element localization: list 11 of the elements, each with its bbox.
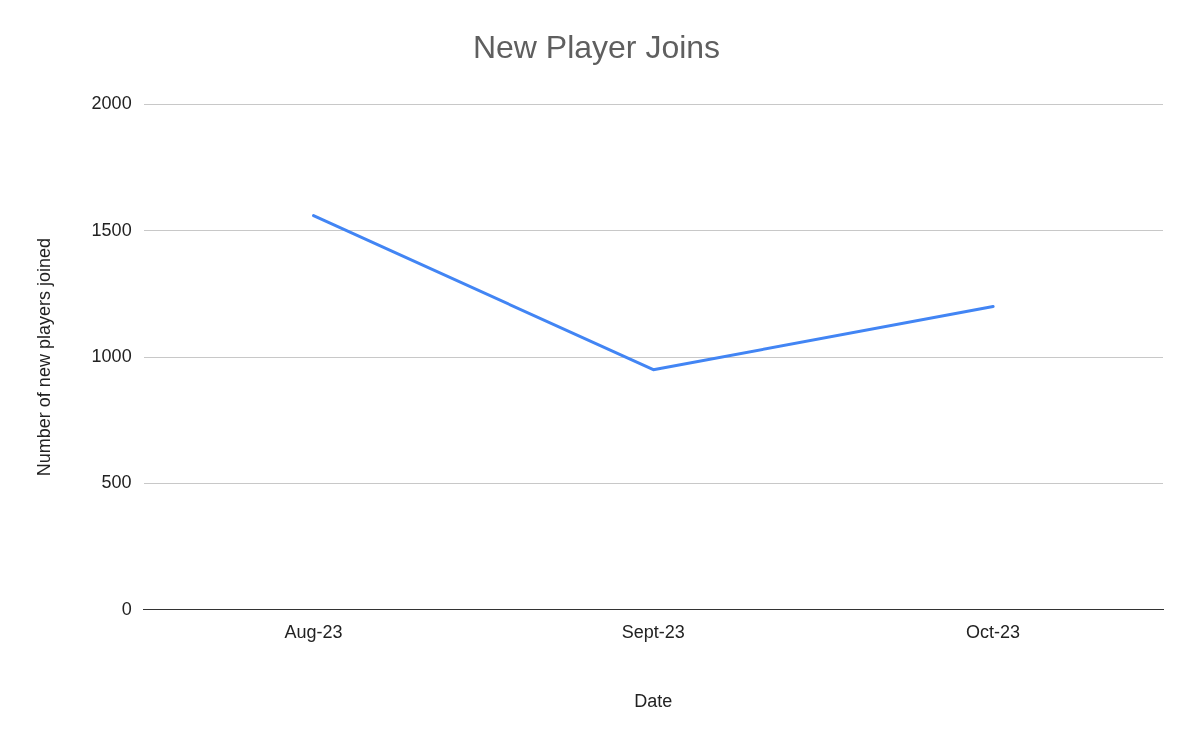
x-tick-label: Aug-23 — [284, 621, 343, 642]
x-tick-label: Sept-23 — [621, 621, 685, 642]
y-tick-label: 2000 — [91, 93, 132, 114]
chart-title: New Player Joins — [472, 29, 721, 66]
y-tick-label: 0 — [121, 598, 132, 619]
x-tick-label: Oct-23 — [966, 621, 1021, 642]
y-tick-label: 500 — [101, 472, 132, 493]
y-tick-label: 1000 — [91, 346, 132, 367]
y-axis-title: Number of new players joined — [33, 238, 54, 477]
y-tick-label: 1500 — [91, 219, 132, 240]
x-axis-title: Date — [634, 691, 673, 712]
